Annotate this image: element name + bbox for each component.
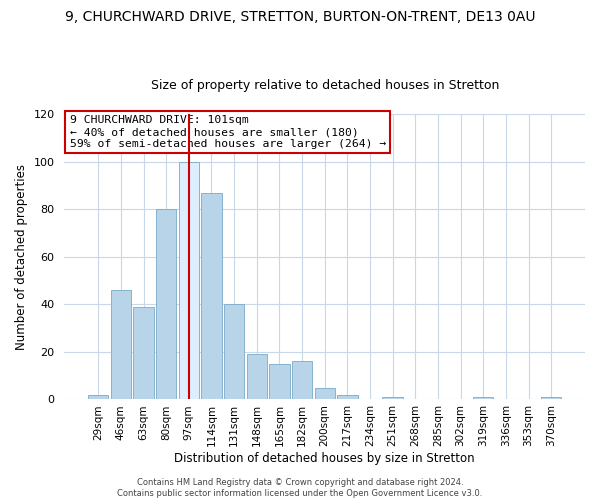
Bar: [156, 209, 176, 400]
Bar: [224, 304, 244, 400]
Bar: [179, 162, 199, 400]
Bar: [292, 362, 312, 400]
Bar: [382, 397, 403, 400]
Bar: [314, 388, 335, 400]
Text: 9, CHURCHWARD DRIVE, STRETTON, BURTON-ON-TRENT, DE13 0AU: 9, CHURCHWARD DRIVE, STRETTON, BURTON-ON…: [65, 10, 535, 24]
Bar: [541, 397, 562, 400]
Text: 9 CHURCHWARD DRIVE: 101sqm
← 40% of detached houses are smaller (180)
59% of sem: 9 CHURCHWARD DRIVE: 101sqm ← 40% of deta…: [70, 116, 386, 148]
Title: Size of property relative to detached houses in Stretton: Size of property relative to detached ho…: [151, 79, 499, 92]
Bar: [337, 394, 358, 400]
Y-axis label: Number of detached properties: Number of detached properties: [15, 164, 28, 350]
Bar: [247, 354, 267, 400]
Bar: [133, 306, 154, 400]
Bar: [88, 394, 109, 400]
Bar: [111, 290, 131, 400]
X-axis label: Distribution of detached houses by size in Stretton: Distribution of detached houses by size …: [175, 452, 475, 465]
Bar: [269, 364, 290, 400]
Text: Contains HM Land Registry data © Crown copyright and database right 2024.
Contai: Contains HM Land Registry data © Crown c…: [118, 478, 482, 498]
Bar: [473, 397, 493, 400]
Bar: [201, 192, 221, 400]
